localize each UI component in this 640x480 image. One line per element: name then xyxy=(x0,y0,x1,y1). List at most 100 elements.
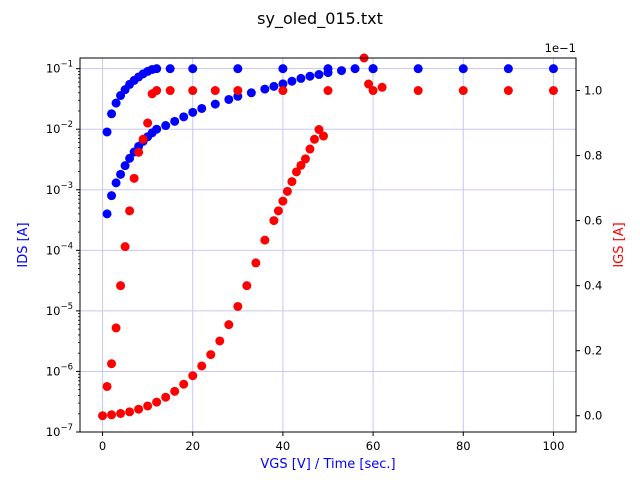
ids-point xyxy=(102,209,112,219)
igs-point xyxy=(188,86,198,96)
igs-point xyxy=(152,86,162,96)
igs-point xyxy=(165,86,175,96)
ids-point xyxy=(287,76,297,86)
x-tick-label: 100 xyxy=(542,439,564,453)
igs-point xyxy=(102,381,112,391)
y-left-tick-label: 10−3 xyxy=(46,181,73,197)
y-axis-right-offset: 1e−1 xyxy=(545,41,576,55)
ids-point xyxy=(107,191,117,201)
igs-point xyxy=(260,235,270,245)
y-left-tick-label: 10−2 xyxy=(46,120,73,136)
igs-point xyxy=(197,361,207,371)
igs-point xyxy=(125,206,135,216)
y-right-tick-label: 0.4 xyxy=(584,279,602,293)
igs-point xyxy=(273,206,283,216)
igs-point xyxy=(143,118,153,128)
igs-point xyxy=(318,131,328,141)
chart-title: sy_oled_015.txt xyxy=(257,9,383,29)
y-left-tick-label: 10−5 xyxy=(46,302,73,318)
igs-point xyxy=(138,134,148,144)
ids-point xyxy=(188,107,198,117)
igs-point xyxy=(107,359,117,369)
ids-point xyxy=(125,153,135,163)
data-points xyxy=(98,53,558,421)
igs-point xyxy=(125,407,135,417)
ids-point xyxy=(246,88,256,98)
igs-point xyxy=(323,86,333,96)
y-right-tick-label: 0.8 xyxy=(584,149,602,163)
igs-point xyxy=(206,350,216,360)
y-right-tick-label: 0.2 xyxy=(584,344,602,358)
ids-point xyxy=(116,169,126,179)
igs-point xyxy=(179,379,189,389)
igs-point xyxy=(278,196,288,206)
igs-point xyxy=(364,79,374,89)
ids-point xyxy=(224,94,234,104)
igs-point xyxy=(120,242,130,252)
ids-point xyxy=(350,64,360,74)
igs-point xyxy=(188,371,198,381)
y-left-tick-label: 10−7 xyxy=(46,423,73,439)
ids-point xyxy=(503,64,513,74)
igs-point xyxy=(170,386,180,396)
igs-point xyxy=(282,186,292,196)
x-tick-label: 60 xyxy=(366,439,381,453)
igs-point xyxy=(413,86,423,96)
y-right-tick-label: 1.0 xyxy=(584,84,602,98)
ids-point xyxy=(210,99,220,109)
igs-point xyxy=(161,392,171,402)
ids-point xyxy=(314,70,324,80)
ids-point xyxy=(165,64,175,74)
igs-point xyxy=(296,160,306,170)
igs-point xyxy=(287,177,297,187)
x-axis: 0 20 40 60 80 100 xyxy=(99,432,564,453)
ids-point xyxy=(458,64,468,74)
ids-point xyxy=(323,64,333,74)
ids-point xyxy=(278,64,288,74)
igs-point xyxy=(309,134,319,144)
igs-point xyxy=(134,404,144,414)
ids-point xyxy=(152,64,162,74)
ids-point xyxy=(161,121,171,131)
igs-point xyxy=(233,86,243,96)
ids-point xyxy=(413,64,423,74)
igs-point xyxy=(143,401,153,411)
igs-point xyxy=(291,167,301,177)
ids-point xyxy=(111,178,121,188)
grid xyxy=(80,58,576,433)
ids-point xyxy=(120,161,130,171)
igs-point xyxy=(116,408,126,418)
ids-point xyxy=(170,116,180,126)
igs-point xyxy=(233,301,243,311)
ids-point xyxy=(260,84,270,94)
y-right-tick-label: 0.0 xyxy=(584,409,602,423)
igs-point xyxy=(98,411,108,421)
igs-point xyxy=(368,86,378,96)
igs-point xyxy=(129,173,139,183)
ids-point xyxy=(152,124,162,134)
igs-point xyxy=(152,397,162,407)
ids-point xyxy=(548,64,558,74)
x-tick-label: 20 xyxy=(185,439,200,453)
igs-point xyxy=(242,281,252,291)
igs-point xyxy=(134,147,144,157)
igs-point xyxy=(111,323,121,333)
y-axis-left: 10−7 10−6 10−5 10−4 10−3 10−2 10−1 xyxy=(46,60,80,439)
igs-point xyxy=(314,125,324,135)
ids-point xyxy=(305,71,315,81)
x-tick-label: 80 xyxy=(456,439,471,453)
plot-frame xyxy=(79,57,577,433)
y-left-tick-label: 10−6 xyxy=(46,362,73,378)
igs-point xyxy=(116,281,126,291)
ids-point xyxy=(337,66,347,76)
igs-point xyxy=(224,320,234,330)
ids-point xyxy=(278,79,288,89)
igs-point xyxy=(305,144,315,154)
igs-point xyxy=(377,82,387,92)
igs-point xyxy=(548,86,558,96)
igs-point xyxy=(251,258,261,268)
ids-point xyxy=(197,103,207,113)
igs-point xyxy=(107,410,117,420)
ids-point xyxy=(179,112,189,122)
